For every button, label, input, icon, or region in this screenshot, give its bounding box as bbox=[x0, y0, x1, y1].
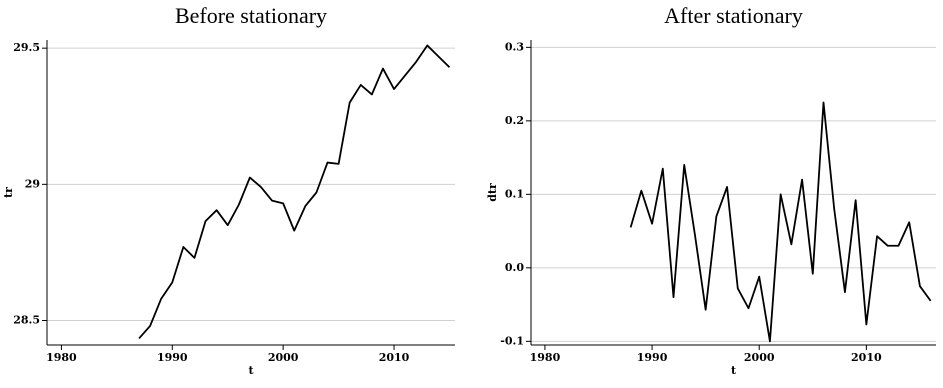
y-tick-label: 28.5 bbox=[13, 313, 40, 326]
y-tick-label: 29.5 bbox=[13, 41, 40, 54]
y-tick-label: 29 bbox=[25, 177, 40, 190]
y-tick-label: 0.0 bbox=[505, 261, 524, 274]
y-axis-title: tr bbox=[2, 187, 15, 198]
line bbox=[138, 44, 451, 340]
x-tick-label: 2000 bbox=[268, 351, 299, 364]
x-tick-label: 2000 bbox=[744, 351, 775, 364]
x-tick-label: 1990 bbox=[637, 351, 668, 364]
y-tick-label: 0.2 bbox=[505, 114, 524, 127]
chart-title: Before stationary bbox=[175, 3, 327, 28]
chart-title: After stationary bbox=[664, 3, 803, 28]
x-tick-label: 2010 bbox=[379, 351, 410, 364]
x-tick-label: 1980 bbox=[530, 351, 561, 364]
y-tick-label: -0.1 bbox=[500, 334, 524, 347]
x-axis-title: t bbox=[731, 364, 737, 377]
y-axis-title: dtr bbox=[486, 183, 499, 202]
x-tick-label: 2010 bbox=[851, 351, 882, 364]
x-tick-label: 1980 bbox=[46, 351, 77, 364]
x-tick-label: 1990 bbox=[157, 351, 188, 364]
y-tick-label: 0.3 bbox=[505, 40, 524, 53]
line bbox=[629, 101, 932, 343]
y-tick-label: 0.1 bbox=[505, 187, 524, 200]
x-axis-title: t bbox=[248, 364, 254, 377]
